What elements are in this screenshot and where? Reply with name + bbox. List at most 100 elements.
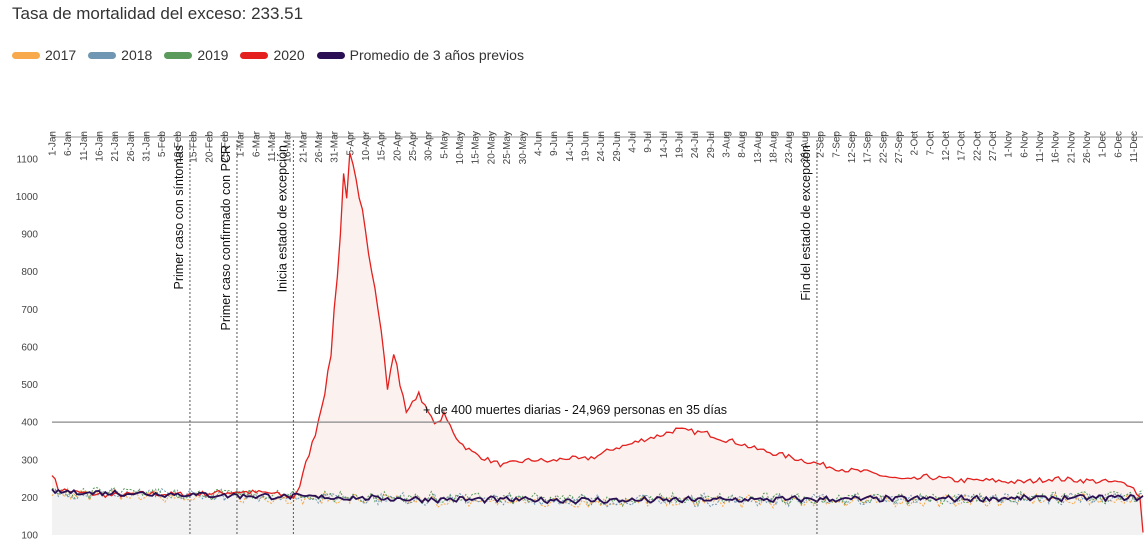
y-tick-label: 800 [21,267,38,278]
x-tick-label: 14-Jun [565,131,576,162]
x-tick-label: 6-Dec [1113,131,1124,158]
x-tick-label: 25-Apr [408,130,419,161]
x-tick-label: 2-Sep [816,131,827,158]
annotation-label: Inicia estado de excepción [275,145,289,292]
y-tick-label: 100 [21,531,38,542]
x-tick-label: 16-Mar [283,130,294,162]
x-tick-label: 5-May [439,131,450,159]
x-tick-label: 26-Mar [314,130,325,162]
x-tick-label: 24-Jul [690,131,701,158]
x-tick-label: 13-Aug [753,131,764,163]
x-tick-label: 15-Apr [377,130,388,161]
x-tick-label: 28-Aug [800,131,811,163]
legend-swatch [240,51,269,59]
x-tick-label: 22-Sep [878,131,889,164]
annotation-label: Primer caso con síntomas [172,145,186,290]
reference-line-label: + de 400 muertes diarias - 24,969 person… [423,403,727,417]
legend-swatch [316,51,345,59]
legend-swatch [12,51,40,59]
x-tick-label: 25-Feb [220,131,231,163]
x-tick-label: 9-Jun [549,131,560,156]
x-tick-label: 20-May [486,131,497,164]
annotation-label: Primer caso confirmado con PCR [219,145,233,330]
x-tick-label: 15-May [471,131,482,164]
x-tick-label: 3-Aug [722,131,733,158]
x-tick-label: 19-Jul [675,131,686,158]
x-tick-label: 22-Oct [972,131,983,161]
x-tick-label: 1-Dec [1098,131,1109,158]
x-tick-label: 4-Jul [627,131,638,153]
legend: 2017 2018 2019 2020 Promedio de 3 años previ… [12,47,536,63]
y-tick-label: 300 [21,455,38,466]
x-tick-label: 21-Mar [298,130,309,162]
area-2020 [52,152,1143,536]
x-tick-label: 26-Nov [1082,131,1093,163]
x-tick-label: 30-May [518,131,529,164]
legend-label: Promedio de 3 años previos [349,47,524,63]
annotation-label: Fin del estado de excepción [799,145,813,301]
legend-item[interactable]: Promedio de 3 años previos [316,47,524,63]
x-tick-label: 29-Jul [706,131,717,158]
x-tick-label: 31-Mar [330,130,341,162]
x-tick-label: 23-Aug [784,131,795,163]
legend-item[interactable]: 2017 [12,47,76,63]
x-tick-label: 14-Jul [659,131,670,158]
x-tick-label: 19-Jun [580,131,591,162]
legend-swatch [88,51,117,59]
x-tick-label: 5-Apr [345,130,356,155]
x-tick-label: 27-Oct [988,131,999,161]
x-tick-label: 20-Feb [204,131,215,163]
legend-item[interactable]: 2018 [88,47,152,63]
x-tick-label: 25-May [502,131,513,164]
x-tick-label: 21-Nov [1066,131,1077,163]
x-tick-label: 24-Jun [596,131,607,162]
x-tick-label: 10-May [455,131,466,164]
x-tick-label: 29-Jun [612,131,623,162]
x-tick-label: 10-Feb [173,131,184,163]
x-tick-label: 18-Aug [769,131,780,163]
y-tick-label: 900 [21,230,38,241]
x-tick-label: 6-Jan [63,131,74,156]
x-tick-label: 1-Jan [48,131,59,156]
series-line-2020 [51,152,1144,533]
x-tick-label: 7-Sep [831,131,842,158]
x-tick-label: 16-Jan [95,131,106,162]
x-tick-label: 2-Oct [910,131,921,156]
y-tick-label: 600 [21,342,38,353]
x-tick-label: 10-Apr [361,130,372,161]
legend-label: 2017 [45,47,77,63]
legend-swatch [164,51,193,59]
x-tick-label: 26-Jan [126,131,137,162]
x-tick-label: 1-Nov [1004,131,1015,158]
x-tick-label: 12-Sep [847,131,858,164]
x-tick-label: 21-Jan [110,131,121,162]
legend-label: 2018 [121,47,153,63]
y-tick-label: 500 [21,380,38,391]
x-tick-label: 1-Mar [236,130,247,157]
x-tick-label: 4-Jun [533,131,544,156]
x-tick-label: 9-Jul [643,131,654,153]
x-tick-label: 11-Mar [267,130,278,162]
x-tick-label: 11-Dec [1129,131,1140,163]
x-tick-label: 7-Oct [925,131,936,156]
x-tick-label: 15-Feb [189,131,200,163]
legend-item[interactable]: 2020 [240,47,305,63]
y-tick-label: 1000 [16,192,39,203]
x-tick-label: 12-Oct [941,131,952,161]
x-tick-label: 31-Jan [142,131,153,162]
x-tick-label: 8-Aug [737,131,748,158]
x-tick-label: 17-Oct [957,131,968,161]
legend-label: 2020 [273,47,305,63]
legend-item[interactable]: 2019 [164,47,228,63]
y-tick-label: 700 [21,305,38,316]
x-tick-label: 6-Nov [1019,131,1030,158]
x-tick-label: 11-Jan [79,131,90,161]
x-tick-label: 17-Sep [863,131,874,164]
x-tick-label: 5-Feb [157,131,168,158]
x-tick-label: 27-Sep [894,131,905,164]
x-tick-label: 11-Nov [1035,131,1046,163]
y-tick-label: 200 [21,493,38,504]
x-tick-label: 30-Apr [424,130,435,161]
series-line-average [51,488,1144,505]
